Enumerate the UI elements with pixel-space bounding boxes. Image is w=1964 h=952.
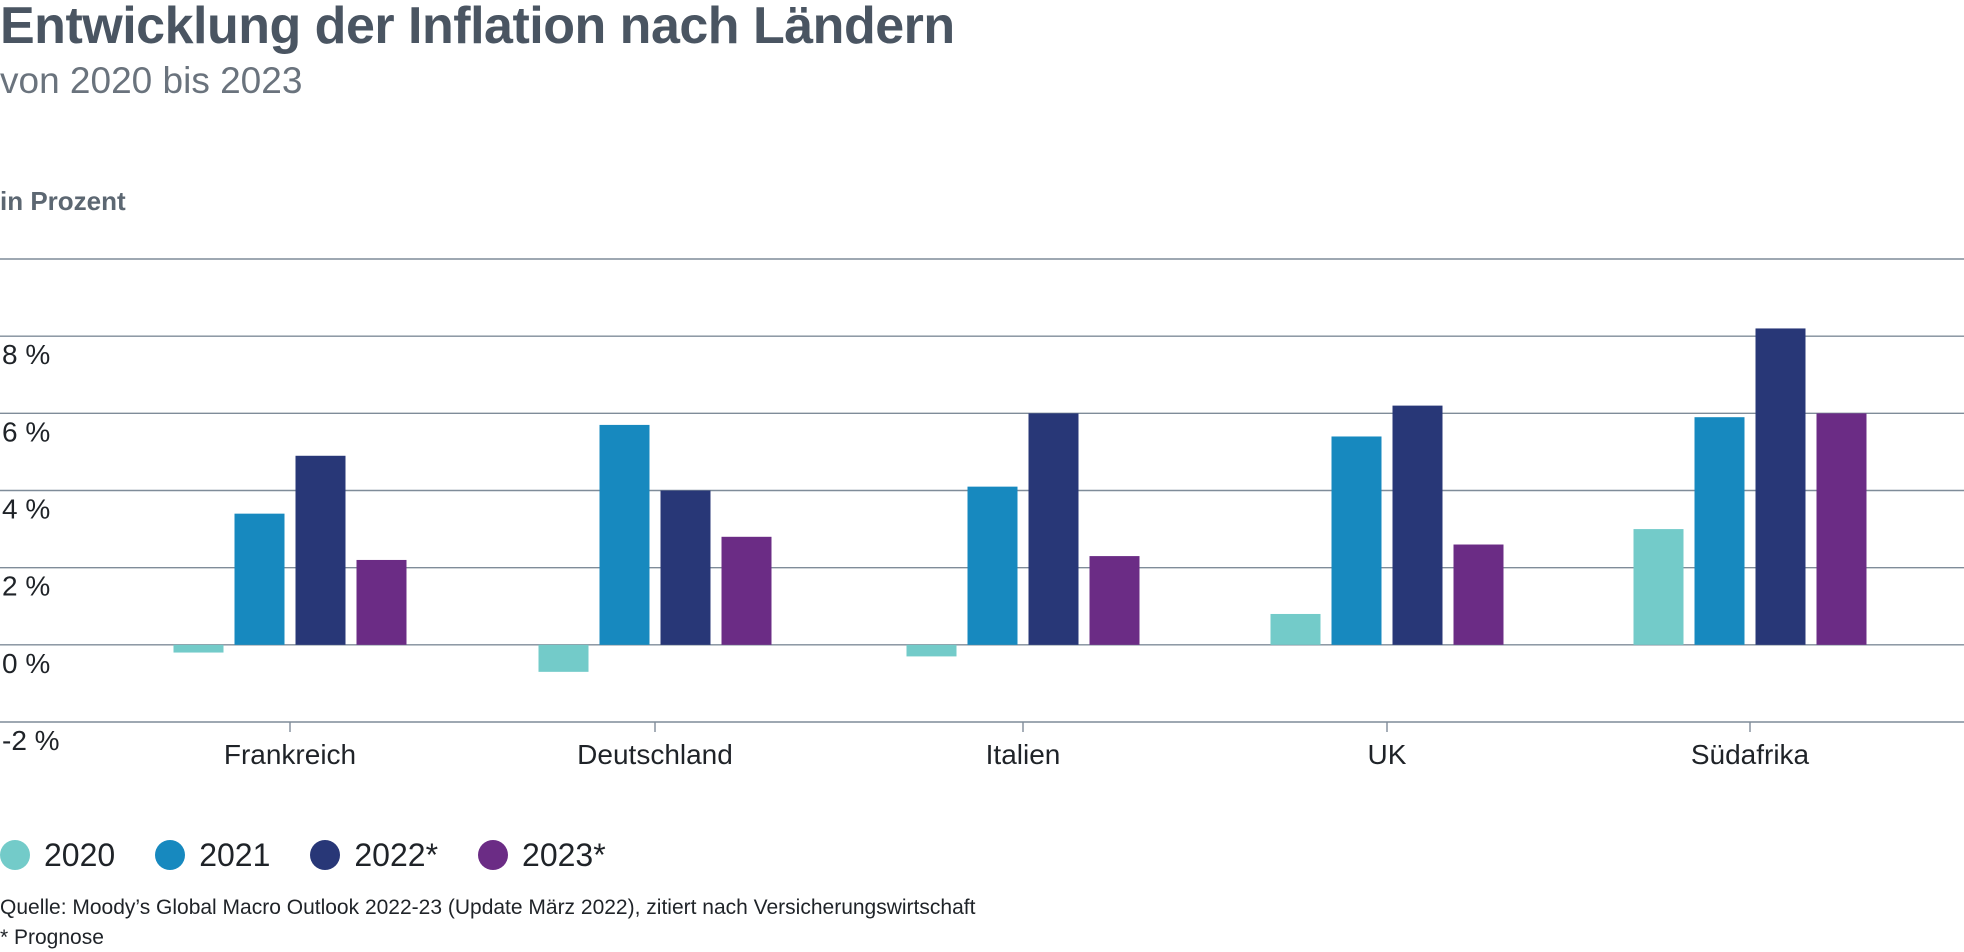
bar — [1392, 405, 1443, 645]
legend-swatch-2021 — [155, 840, 186, 870]
bar — [1694, 417, 1745, 645]
y-tick-label: 0 % — [2, 648, 50, 679]
legend-swatch-2022 — [310, 840, 341, 870]
bar — [538, 644, 589, 672]
x-category-label: UK — [1368, 739, 1407, 770]
bar — [234, 513, 285, 645]
legend-item-2021: 2021 — [155, 837, 270, 874]
bar — [967, 486, 1018, 645]
bar — [1089, 556, 1140, 645]
y-tick-labels: -2 % 0 % 2 % 4 % 6 % 8 % — [2, 339, 60, 756]
legend-label-2023: 2023* — [522, 836, 606, 873]
forecast-footnote: * Prognose — [0, 926, 104, 949]
bar — [1270, 613, 1321, 645]
legend-item-2022: 2022* — [310, 837, 438, 874]
x-tick-marks — [289, 722, 1751, 732]
legend-label-2021: 2021 — [199, 836, 271, 873]
legend-item-2020: 2020 — [0, 837, 115, 874]
bars — [173, 328, 1867, 672]
y-tick-label: 2 % — [2, 571, 50, 602]
legend-swatch-2020 — [0, 840, 30, 870]
y-tick-label: 8 % — [2, 339, 50, 370]
x-category-label: Frankreich — [224, 739, 356, 770]
x-category-label: Italien — [986, 739, 1061, 770]
legend-label-2022: 2022* — [354, 836, 439, 873]
bar — [599, 424, 650, 645]
legend-swatch-2023 — [478, 840, 509, 870]
source-note: Quelle: Moody’s Global Macro Outlook 202… — [0, 896, 976, 919]
y-tick-label: -2 % — [2, 725, 60, 756]
bar — [1331, 436, 1382, 645]
legend: 2020 2021 2022* 2023* — [0, 832, 646, 878]
bar — [1633, 529, 1684, 645]
bar — [1755, 328, 1806, 645]
x-category-labels: Frankreich Deutschland Italien UK Südafrika — [224, 739, 1810, 770]
chart-title: Entwicklung der Inflation nach Ländern — [0, 0, 955, 55]
y-axis-unit-label: in Prozent — [0, 186, 126, 216]
bar — [173, 644, 224, 653]
bar — [721, 536, 772, 645]
bar — [295, 455, 346, 645]
x-category-label: Südafrika — [1691, 739, 1810, 770]
chart-subtitle: von 2020 bis 2023 — [0, 60, 303, 101]
x-category-label: Deutschland — [577, 739, 733, 770]
bar — [660, 490, 711, 645]
bar — [1816, 413, 1867, 645]
y-tick-label: 4 % — [2, 494, 50, 525]
bar-chart: -2 % 0 % 2 % 4 % 6 % 8 % Frankreich Deutschlan… — [0, 258, 1964, 770]
bar — [1453, 544, 1504, 645]
legend-item-2023: 2023* — [478, 837, 606, 874]
bar — [906, 644, 957, 657]
bar — [356, 559, 407, 645]
y-tick-label: 6 % — [2, 416, 50, 447]
legend-label-2020: 2020 — [44, 836, 116, 873]
bar — [1028, 413, 1079, 645]
